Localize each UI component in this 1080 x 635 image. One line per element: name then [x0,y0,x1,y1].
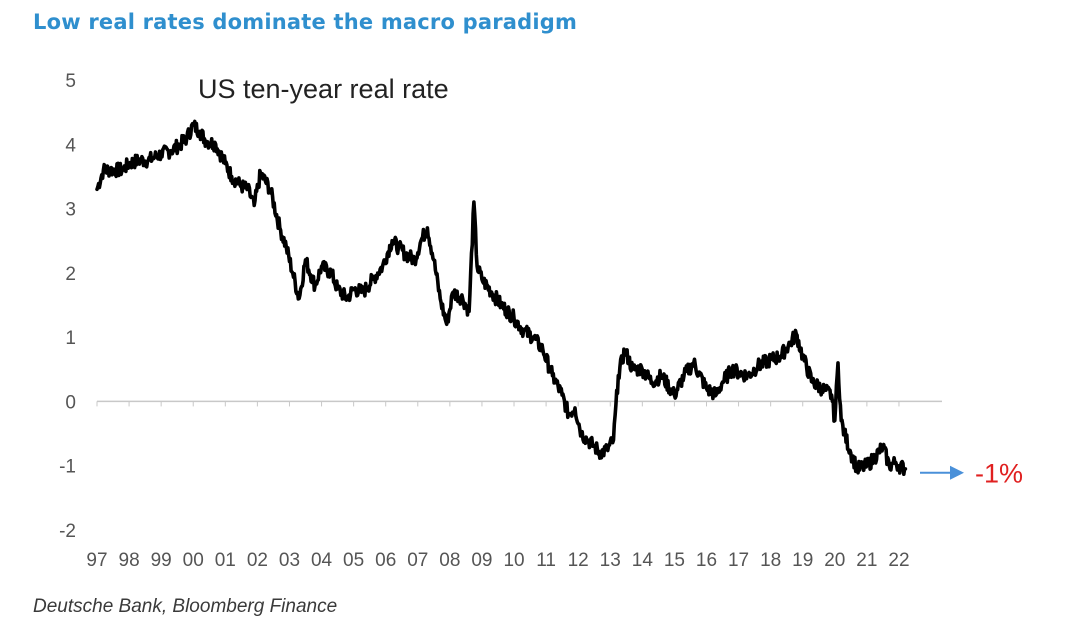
x-tick-label: 06 [375,550,396,571]
x-tick-label: 09 [471,550,492,571]
x-tick-label: 01 [215,550,236,571]
y-tick-label: 0 [65,392,76,413]
x-tick-label: 22 [888,550,909,571]
x-tick-label: 18 [760,550,781,571]
x-tick-label: 19 [792,550,813,571]
series-line-real-rate [95,119,908,477]
y-tick-label: -1 [59,457,76,478]
x-tick-label: 07 [407,550,428,571]
y-axis-labels: 5 4 3 2 1 0 -1 -2 [59,71,76,542]
x-tick-label: 12 [568,550,589,571]
x-tick-label: 97 [86,550,107,571]
series-layer [95,119,908,477]
x-tick-label: 02 [247,550,268,571]
x-tick-label: 98 [119,550,140,571]
x-tick-label: 20 [824,550,845,571]
annotation-arrow-head [950,465,964,480]
x-tick-label: 03 [279,550,300,571]
chart-title: US ten-year real rate [198,74,449,104]
x-axis [96,400,942,407]
x-tick-label: 13 [600,550,621,571]
x-tick-label: 14 [632,550,654,571]
x-tick-label: 11 [536,550,556,571]
x-tick-label: 10 [503,550,524,571]
headline: Low real rates dominate the macro paradi… [33,10,578,34]
x-tick-label: 08 [439,550,460,571]
source-note: Deutsche Bank, Bloomberg Finance [33,596,338,617]
x-tick-label: 17 [728,550,749,571]
x-tick-label: 15 [664,550,685,571]
x-tick-label: 04 [311,550,333,571]
y-tick-label: -2 [59,521,76,542]
x-tick-label: 21 [856,550,877,571]
x-axis-labels: 97 98 99 00 01 02 03 04 05 06 07 08 09 10 11 12 13 14 15 16… [86,550,909,571]
y-tick-label: 3 [65,200,76,221]
x-tick-label: 00 [183,550,204,571]
y-tick-label: 1 [65,328,76,349]
y-tick-label: 2 [65,264,76,285]
x-tick-label: 16 [696,550,717,571]
y-tick-label: 5 [65,71,76,92]
x-tick-label: 05 [343,550,364,571]
annotation-layer: -1% [920,459,1023,489]
annotation-label: -1% [975,459,1023,489]
y-tick-label: 4 [65,135,76,156]
x-tick-label: 99 [151,550,172,571]
